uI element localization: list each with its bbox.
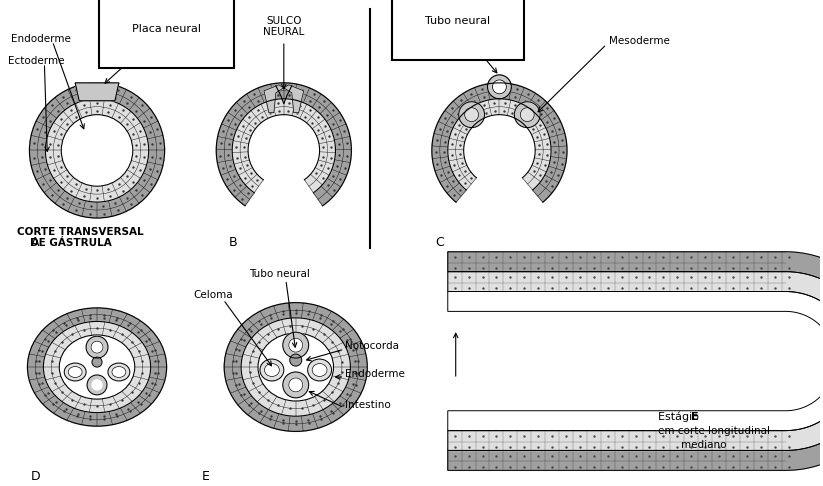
Text: CORTE TRANSVERSAL: CORTE TRANSVERSAL [16, 227, 143, 237]
Text: A: A [30, 236, 39, 249]
Text: Tubo neural: Tubo neural [249, 269, 310, 278]
Polygon shape [248, 115, 319, 180]
Polygon shape [448, 252, 823, 470]
Text: Placa neural: Placa neural [132, 24, 201, 34]
Polygon shape [232, 99, 336, 193]
Text: NEURAL: NEURAL [263, 27, 305, 37]
Circle shape [283, 372, 309, 398]
Ellipse shape [44, 321, 151, 413]
Text: Endoderme: Endoderme [346, 369, 405, 379]
Polygon shape [216, 83, 351, 206]
Circle shape [87, 375, 107, 395]
Circle shape [92, 357, 102, 367]
Text: Notocorda: Notocorda [346, 341, 399, 351]
Text: E: E [202, 470, 209, 483]
Ellipse shape [27, 308, 166, 426]
Ellipse shape [112, 366, 126, 378]
Text: Ectoderme: Ectoderme [7, 56, 64, 66]
Ellipse shape [68, 366, 82, 378]
Text: DE GÁSTRULA: DE GÁSTRULA [30, 238, 112, 248]
Circle shape [487, 75, 511, 99]
Circle shape [92, 380, 102, 390]
Polygon shape [448, 272, 823, 451]
Polygon shape [448, 99, 551, 190]
Text: E: E [691, 412, 699, 422]
Polygon shape [463, 115, 535, 178]
Text: em corte longitudinal: em corte longitudinal [658, 426, 770, 435]
Polygon shape [448, 292, 823, 431]
Text: Intestino: Intestino [346, 400, 391, 410]
Circle shape [290, 354, 302, 366]
Polygon shape [75, 83, 119, 101]
Text: B: B [229, 236, 238, 249]
Text: Mesoderme: Mesoderme [609, 36, 670, 46]
Text: Endoderme: Endoderme [11, 34, 71, 44]
Ellipse shape [224, 303, 367, 432]
Circle shape [91, 341, 103, 353]
Circle shape [283, 332, 309, 358]
Circle shape [61, 115, 133, 186]
Text: Estágio: Estágio [658, 412, 703, 422]
Ellipse shape [241, 318, 351, 416]
Text: Celoma: Celoma [193, 291, 233, 300]
Ellipse shape [308, 359, 332, 381]
Ellipse shape [108, 363, 130, 381]
Circle shape [458, 102, 485, 127]
Circle shape [520, 108, 534, 122]
Circle shape [514, 102, 540, 127]
Ellipse shape [312, 364, 327, 377]
Circle shape [45, 99, 149, 202]
Text: C: C [435, 236, 444, 249]
Ellipse shape [260, 359, 284, 381]
Circle shape [465, 108, 478, 122]
Polygon shape [264, 85, 284, 113]
Ellipse shape [64, 363, 86, 381]
Circle shape [492, 80, 506, 94]
Text: SULCO: SULCO [266, 16, 301, 26]
Text: Tubo neural: Tubo neural [425, 16, 491, 26]
Circle shape [86, 336, 108, 358]
Circle shape [30, 83, 165, 218]
Ellipse shape [258, 333, 333, 401]
Ellipse shape [264, 364, 279, 377]
Polygon shape [284, 85, 304, 113]
Circle shape [289, 338, 303, 352]
Polygon shape [432, 83, 567, 202]
Text: D: D [30, 470, 40, 483]
Circle shape [289, 378, 303, 392]
Text: mediano: mediano [681, 439, 727, 450]
Ellipse shape [59, 335, 135, 399]
